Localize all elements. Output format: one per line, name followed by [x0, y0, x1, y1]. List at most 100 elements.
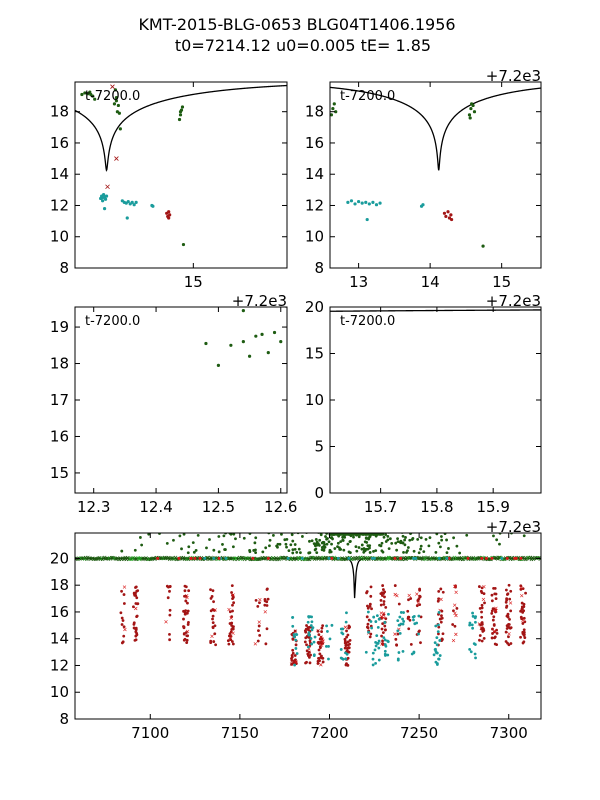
panel-middle-left: 12.3 12.4 12.5 12.6 15 16 17 18 19 t-7200.0 +7.2e3: [50, 292, 298, 516]
point-green-baseline: [427, 557, 431, 562]
point-red-x: [164, 620, 168, 624]
point-red: [321, 656, 325, 660]
point-green: [310, 539, 314, 543]
point-red: [258, 634, 262, 637]
point-cyan: [468, 621, 472, 625]
point-green-baseline: [233, 556, 238, 561]
point-green: [323, 545, 327, 549]
point-red: [227, 634, 231, 638]
point-red: [321, 642, 325, 645]
point-red: [365, 615, 369, 619]
point-green: [114, 99, 119, 103]
point-red: [396, 632, 400, 636]
point-green: [384, 533, 387, 536]
y-tick-label: 12: [50, 196, 69, 214]
point-green-baseline: [134, 557, 138, 562]
point-red: [490, 611, 494, 615]
point-green: [361, 533, 365, 536]
point-green: [367, 537, 371, 541]
point-green-baseline: [166, 555, 171, 560]
point-red: [507, 623, 511, 626]
point-baseline-mixed: [372, 556, 376, 560]
point-red-x: [494, 609, 498, 613]
point-red: [119, 611, 123, 615]
point-cyan: [374, 644, 378, 648]
point-red-x: [105, 184, 110, 190]
point-green: [216, 363, 221, 367]
point-red: [305, 660, 308, 664]
point-green: [247, 354, 252, 358]
plot-area: [75, 533, 541, 667]
point-cyan: [437, 657, 440, 661]
point-red: [523, 620, 527, 624]
point-green: [395, 548, 399, 552]
point-baseline-mixed: [500, 556, 504, 560]
point-cyan: [437, 611, 441, 614]
point-green: [336, 533, 340, 536]
point-green: [481, 244, 485, 248]
point-red: [480, 615, 484, 619]
point-green: [204, 341, 208, 346]
point-red: [211, 614, 215, 618]
point-green: [241, 340, 245, 344]
point-green: [357, 535, 361, 539]
point-red-x: [453, 611, 457, 615]
point-cyan: [383, 643, 387, 646]
point-red: [393, 584, 397, 587]
point-cyan: [433, 641, 437, 645]
point-cyan: [396, 658, 400, 662]
point-green: [445, 538, 448, 542]
point-red: [343, 637, 347, 641]
point-green: [364, 536, 368, 540]
point-red: [436, 599, 440, 603]
point-baseline-mixed: [490, 556, 494, 560]
point-green: [248, 550, 252, 554]
point-green: [355, 549, 359, 553]
point-red: [344, 642, 348, 646]
point-green: [114, 96, 119, 100]
point-red: [265, 588, 269, 591]
point-red: [369, 632, 373, 636]
point-green: [229, 343, 233, 347]
point-red-x: [257, 620, 261, 624]
point-red-x: [393, 632, 397, 636]
point-green: [254, 551, 257, 554]
point-green: [342, 548, 346, 552]
point-green: [254, 536, 258, 540]
point-cyan: [471, 614, 475, 618]
point-green: [325, 542, 329, 546]
point-red: [318, 652, 322, 656]
point-cyan: [372, 615, 376, 619]
point-baseline-mixed: [447, 556, 451, 560]
point-green-baseline: [151, 556, 155, 561]
point-green: [327, 540, 331, 544]
point-red-x: [319, 635, 323, 639]
x-tick-label: 15.8: [420, 498, 453, 516]
model-curve: [75, 84, 287, 172]
point-red: [442, 211, 447, 215]
point-cyan: [294, 638, 298, 642]
point-green-baseline: [269, 557, 274, 561]
point-green: [91, 94, 95, 98]
point-red-x: [415, 592, 419, 596]
point-baseline-mixed: [480, 556, 484, 560]
point-cyan: [349, 199, 354, 203]
x-tick-label: 7200: [310, 724, 348, 742]
point-cyan: [370, 626, 374, 630]
point-baseline-mixed: [370, 556, 374, 560]
point-green: [406, 546, 410, 549]
point-cyan: [311, 626, 315, 630]
point-green: [362, 547, 366, 550]
point-red: [478, 634, 482, 637]
point-cyan: [375, 614, 379, 618]
point-red: [321, 660, 325, 664]
point-red: [182, 625, 186, 629]
point-green: [212, 548, 216, 552]
point-green: [329, 536, 333, 540]
point-red: [381, 584, 385, 587]
y-tick-label: 16: [50, 134, 69, 152]
point-red: [418, 629, 421, 633]
point-red-x: [229, 616, 233, 620]
point-baseline-mixed: [445, 556, 449, 560]
point-green: [406, 549, 409, 553]
